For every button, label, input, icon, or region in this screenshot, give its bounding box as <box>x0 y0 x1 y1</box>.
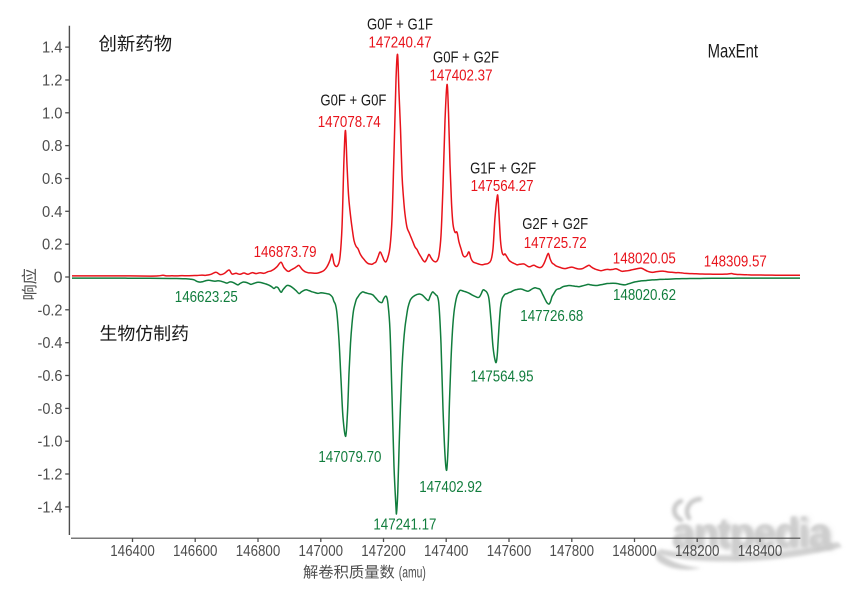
svg-text:0.4: 0.4 <box>42 204 63 221</box>
svg-text:147079.70: 147079.70 <box>318 449 381 466</box>
svg-text:1.2: 1.2 <box>42 73 63 90</box>
svg-text:G0F + G0F: G0F + G0F <box>320 92 386 109</box>
svg-text:(amu): (amu) <box>399 565 426 582</box>
svg-text:0.2: 0.2 <box>42 237 63 254</box>
svg-text:G0F + G1F: G0F + G1F <box>367 16 433 33</box>
svg-text:147800: 147800 <box>550 543 595 560</box>
svg-text:-1.2: -1.2 <box>38 467 63 484</box>
svg-text:G1F + G2F: G1F + G2F <box>470 160 536 177</box>
svg-text:0.6: 0.6 <box>42 171 63 188</box>
svg-text:147240.47: 147240.47 <box>369 34 432 51</box>
svg-text:146400: 146400 <box>110 543 155 560</box>
svg-text:147078.74: 147078.74 <box>318 114 381 131</box>
svg-text:147725.72: 147725.72 <box>524 235 587 252</box>
svg-text:G0F + G2F: G0F + G2F <box>433 49 499 66</box>
svg-text:148309.57: 148309.57 <box>704 254 767 271</box>
svg-text:-1.4: -1.4 <box>38 499 63 516</box>
svg-text:-0.4: -0.4 <box>38 335 63 352</box>
svg-text:148200: 148200 <box>675 543 720 560</box>
svg-text:0.8: 0.8 <box>42 138 63 155</box>
svg-text:antpedia: antpedia <box>674 511 834 558</box>
svg-text:146600: 146600 <box>173 543 218 560</box>
svg-text:-0.6: -0.6 <box>38 368 63 385</box>
svg-text:147402.37: 147402.37 <box>430 67 493 84</box>
svg-text:MaxEnt: MaxEnt <box>708 42 759 63</box>
svg-text:-0.8: -0.8 <box>38 401 63 418</box>
svg-text:147241.17: 147241.17 <box>373 517 436 534</box>
svg-text:146800: 146800 <box>236 543 281 560</box>
svg-text:147400: 147400 <box>424 543 469 560</box>
svg-text:148000: 148000 <box>612 543 657 560</box>
svg-text:147564.27: 147564.27 <box>471 178 534 195</box>
svg-text:148400: 148400 <box>738 543 783 560</box>
svg-text:147200: 147200 <box>361 543 406 560</box>
svg-text:147402.92: 147402.92 <box>419 479 482 496</box>
svg-text:147000: 147000 <box>299 543 344 560</box>
svg-text:147600: 147600 <box>487 543 532 560</box>
svg-text:antpedia: antpedia <box>672 509 832 556</box>
svg-text:1.0: 1.0 <box>42 105 63 122</box>
svg-text:-1.0: -1.0 <box>38 434 63 451</box>
svg-text:148020.05: 148020.05 <box>613 251 676 268</box>
svg-text:147726.68: 147726.68 <box>520 308 583 325</box>
svg-text:0: 0 <box>54 270 63 287</box>
svg-text:G2F + G2F: G2F + G2F <box>522 216 588 233</box>
svg-text:146623.25: 146623.25 <box>175 289 238 306</box>
svg-text:146873.79: 146873.79 <box>254 244 317 261</box>
svg-text:-0.2: -0.2 <box>38 302 63 319</box>
svg-text:148020.62: 148020.62 <box>613 287 676 304</box>
svg-text:1.4: 1.4 <box>42 40 63 57</box>
svg-text:147564.95: 147564.95 <box>471 369 534 386</box>
